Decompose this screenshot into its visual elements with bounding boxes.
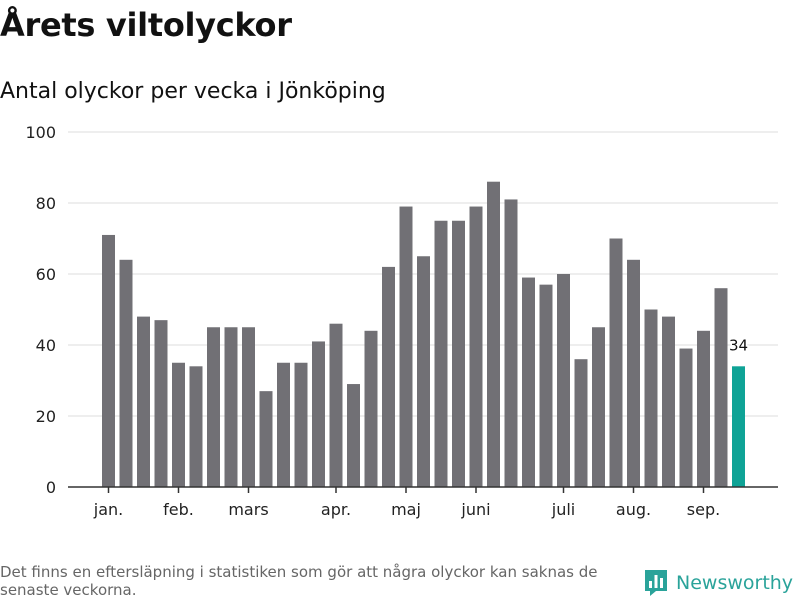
bar bbox=[329, 323, 343, 487]
y-tick-label: 100 bbox=[25, 123, 56, 142]
data-labels: 34 bbox=[727, 335, 749, 356]
bar bbox=[417, 256, 430, 487]
x-tick-label: jan. bbox=[93, 500, 123, 519]
y-axis-ticks: 0 20 40 60 80 100 bbox=[25, 123, 56, 497]
y-tick-label: 20 bbox=[36, 407, 56, 426]
bar bbox=[434, 220, 448, 487]
bar bbox=[714, 288, 728, 487]
x-tick-label: apr. bbox=[321, 500, 351, 519]
bar bbox=[487, 181, 500, 487]
bar bbox=[172, 362, 185, 487]
y-tick-label: 80 bbox=[36, 194, 56, 213]
bar bbox=[137, 316, 150, 487]
bar bbox=[469, 206, 483, 488]
bar bbox=[679, 348, 693, 487]
y-tick-label: 60 bbox=[36, 265, 56, 284]
chart-title: Årets viltolyckor bbox=[0, 6, 292, 44]
bar bbox=[627, 259, 640, 487]
bar bbox=[154, 320, 168, 487]
x-tick-label: maj bbox=[391, 500, 421, 519]
bar bbox=[382, 266, 395, 487]
bar bbox=[364, 330, 378, 487]
x-tick-label: feb. bbox=[163, 500, 194, 519]
y-tick-label: 0 bbox=[46, 478, 56, 497]
footnote: Det finns en eftersläpning i statistiken… bbox=[0, 563, 598, 599]
x-tick-label: aug. bbox=[616, 500, 651, 519]
bar bbox=[102, 234, 115, 487]
bars bbox=[102, 181, 745, 488]
bar bbox=[189, 366, 203, 487]
highlighted-bar bbox=[732, 366, 745, 487]
x-axis-ticks: jan. feb. mars apr. maj juni juli aug. sep. bbox=[93, 487, 720, 519]
bar bbox=[522, 277, 535, 487]
bar bbox=[119, 259, 133, 487]
bar bbox=[294, 362, 308, 487]
bar bbox=[242, 327, 255, 487]
bar bbox=[224, 327, 238, 487]
brand-logo[interactable]: Newsworthy bbox=[644, 569, 793, 597]
bar-chart-logo-icon bbox=[645, 570, 667, 596]
bar bbox=[452, 220, 465, 487]
bar bbox=[259, 391, 273, 487]
bar bbox=[539, 284, 553, 487]
bar bbox=[592, 327, 605, 487]
data-label-latest: 34 bbox=[729, 336, 748, 354]
bar bbox=[277, 362, 290, 487]
bar-chart: 0 20 40 60 80 100 jan. feb. mars apr. maj juni juli… bbox=[25, 123, 778, 519]
y-tick-label: 40 bbox=[36, 336, 56, 355]
x-tick-label: juni bbox=[460, 500, 490, 519]
bar bbox=[644, 309, 658, 487]
bar bbox=[347, 384, 360, 487]
x-tick-label: juli bbox=[551, 500, 575, 519]
x-tick-label: sep. bbox=[687, 500, 720, 519]
bar bbox=[399, 206, 413, 488]
bar bbox=[662, 316, 675, 487]
brand-name: Newsworthy bbox=[676, 572, 794, 594]
bar bbox=[609, 238, 623, 487]
chart-subtitle: Antal olyckor per vecka i Jönköping bbox=[0, 79, 386, 104]
bar bbox=[574, 359, 588, 487]
bar bbox=[557, 274, 570, 487]
bar bbox=[312, 341, 325, 487]
bar bbox=[504, 199, 518, 487]
bar bbox=[697, 330, 710, 487]
x-tick-label: mars bbox=[228, 500, 268, 519]
bar bbox=[207, 327, 220, 487]
